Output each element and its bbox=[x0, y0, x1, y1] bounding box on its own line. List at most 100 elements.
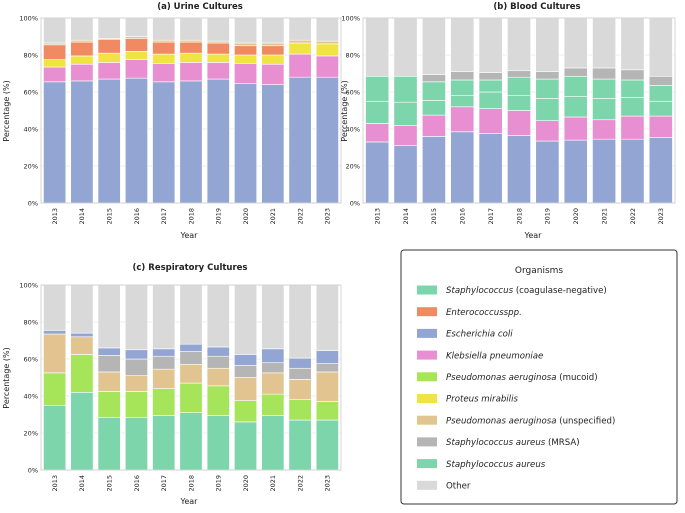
blood-bar-mrsa-2019 bbox=[535, 71, 560, 80]
blood-bar-kleb-2023 bbox=[648, 115, 673, 138]
urine-cultures-panel: (a) Urine Cultures Percentage (%) Year 0… bbox=[2, 2, 342, 240]
blood-bar-cons-2019 bbox=[535, 78, 560, 99]
blood-bar-ecoli-2019 bbox=[535, 140, 560, 204]
resp-x-tick-label: 2020 bbox=[242, 475, 250, 492]
legend-label-sa: Staphylococcus aureus bbox=[446, 460, 546, 470]
blood-bar-kleb-2017 bbox=[478, 108, 503, 134]
urine-bar-pau-2020 bbox=[234, 42, 258, 47]
blood-bar-ecoli-2014 bbox=[393, 145, 418, 204]
urine-x-tick-label: 2013 bbox=[51, 208, 59, 225]
urine-bar-kleb-2021 bbox=[261, 63, 285, 85]
blood-y-tick-label: 40% bbox=[346, 125, 360, 133]
blood-bar-mrsa-2021 bbox=[592, 67, 617, 80]
resp-bar-ecoli-2014 bbox=[70, 332, 94, 338]
blood-x-tick-label: 2013 bbox=[373, 208, 381, 225]
urine-bar-other-2013 bbox=[43, 17, 67, 44]
legend-label-cons: Staphylococcus (coagulase-negative) bbox=[446, 286, 607, 296]
blood-bar-other-2018 bbox=[507, 17, 531, 72]
urine-bar-prot-2015 bbox=[97, 52, 121, 63]
urine-bar-ent-2018 bbox=[179, 41, 203, 54]
blood-y-axis-label: Percentage (%) bbox=[340, 80, 349, 141]
urine-bar-pau-2023 bbox=[315, 40, 339, 45]
resp-x-tick-label: 2013 bbox=[51, 475, 59, 492]
resp-bar-pam-2014 bbox=[70, 354, 94, 393]
urine-bar-ecoli-2013 bbox=[43, 81, 67, 204]
resp-y-tick-label: 100% bbox=[19, 281, 38, 289]
urine-bar-other-2015 bbox=[97, 17, 121, 39]
blood-x-tick-label: 2016 bbox=[459, 208, 467, 225]
legend-swatch-kleb bbox=[417, 350, 437, 360]
urine-bar-other-2014 bbox=[70, 17, 94, 41]
resp-bar-mrsa-2022 bbox=[288, 367, 312, 380]
urine-y-tick-label: 60% bbox=[24, 88, 38, 96]
resp-bar-pau-2018 bbox=[179, 364, 203, 384]
resp-x-tick-label: 2018 bbox=[187, 475, 195, 492]
resp-bar-ecoli-2018 bbox=[179, 343, 203, 352]
resp-bar-ecoli-2015 bbox=[97, 347, 121, 356]
resp-bar-pam-2018 bbox=[179, 382, 203, 413]
resp-bar-sa-2021 bbox=[261, 415, 285, 471]
urine-bar-kleb-2023 bbox=[315, 55, 339, 78]
resp-bar-other-2013 bbox=[43, 284, 67, 331]
blood-bar-cons-2018 bbox=[507, 76, 531, 96]
urine-bar-kleb-2022 bbox=[288, 53, 312, 78]
urine-x-tick-label: 2015 bbox=[105, 208, 113, 225]
blood-bar-kleb-2014 bbox=[393, 125, 418, 146]
blood-bar-kleb-2019 bbox=[535, 120, 560, 142]
urine-bar-prot-2019 bbox=[206, 53, 230, 63]
urine-bar-ecoli-2022 bbox=[288, 76, 312, 204]
urine-bar-ent-2020 bbox=[234, 45, 258, 56]
urine-bar-other-2016 bbox=[124, 17, 148, 37]
resp-bar-pam-2022 bbox=[288, 399, 312, 421]
blood-bar-other-2021 bbox=[592, 17, 617, 69]
blood-bar-mrsa-2020 bbox=[563, 67, 588, 77]
blood-bar-cons-2016 bbox=[450, 79, 475, 96]
urine-y-tick-label: 80% bbox=[24, 51, 38, 59]
legend-swatch-pam bbox=[417, 372, 437, 382]
resp-bar-mrsa-2021 bbox=[261, 362, 285, 374]
blood-bar-sa-2019 bbox=[535, 98, 560, 121]
blood-x-tick-label: 2023 bbox=[657, 208, 665, 225]
resp-bar-ecoli-2021 bbox=[261, 348, 285, 364]
legend-label-prot: Proteus mirabilis bbox=[446, 395, 518, 405]
resp-x-tick-label: 2016 bbox=[133, 475, 141, 492]
blood-chart-title: (b) Blood Cultures bbox=[493, 2, 580, 12]
legend-swatch-mrsa bbox=[417, 437, 437, 447]
urine-bar-prot-2020 bbox=[234, 54, 258, 64]
resp-bar-mrsa-2017 bbox=[152, 355, 176, 370]
blood-bar-kleb-2015 bbox=[421, 114, 446, 137]
blood-bar-other-2016 bbox=[450, 17, 475, 72]
blood-bar-cons-2017 bbox=[478, 79, 503, 93]
resp-bar-mrsa-2016 bbox=[124, 358, 148, 376]
blood-bar-other-2019 bbox=[535, 17, 560, 72]
urine-bar-other-2022 bbox=[288, 17, 312, 41]
resp-x-tick-label: 2021 bbox=[269, 475, 277, 492]
blood-x-axis-label: Year bbox=[524, 231, 543, 240]
legend-swatch-ent bbox=[417, 307, 437, 317]
resp-x-tick-label: 2019 bbox=[215, 475, 223, 492]
legend-label-kleb: Klebsiella pneumoniae bbox=[446, 351, 543, 361]
resp-bar-pau-2023 bbox=[315, 371, 339, 402]
urine-bar-prot-2013 bbox=[43, 59, 67, 68]
resp-bar-pam-2021 bbox=[261, 393, 285, 416]
blood-x-tick-label: 2019 bbox=[544, 208, 552, 225]
urine-chart-title: (a) Urine Cultures bbox=[157, 2, 243, 12]
urine-bar-ent-2017 bbox=[152, 41, 176, 55]
blood-bar-sa-2017 bbox=[478, 91, 503, 109]
urine-bar-kleb-2018 bbox=[179, 62, 203, 82]
blood-bar-ecoli-2016 bbox=[450, 131, 475, 204]
resp-bar-mrsa-2018 bbox=[179, 351, 203, 365]
legend-label-ecoli: Escherichia coli bbox=[446, 330, 513, 340]
legend-label-italic: Staphylococcus aureus bbox=[446, 438, 546, 448]
blood-bar-mrsa-2022 bbox=[620, 69, 645, 81]
resp-x-tick-label: 2014 bbox=[78, 475, 86, 492]
resp-bar-other-2023 bbox=[315, 284, 339, 351]
resp-bar-other-2016 bbox=[124, 284, 148, 351]
blood-bar-ecoli-2017 bbox=[478, 133, 503, 204]
blood-bar-ecoli-2021 bbox=[592, 138, 617, 204]
urine-bar-ecoli-2019 bbox=[206, 78, 230, 204]
urine-x-tick-label: 2018 bbox=[187, 208, 195, 225]
urine-bar-kleb-2015 bbox=[97, 62, 121, 80]
resp-bar-pam-2020 bbox=[234, 400, 258, 423]
blood-bar-kleb-2020 bbox=[563, 116, 588, 141]
